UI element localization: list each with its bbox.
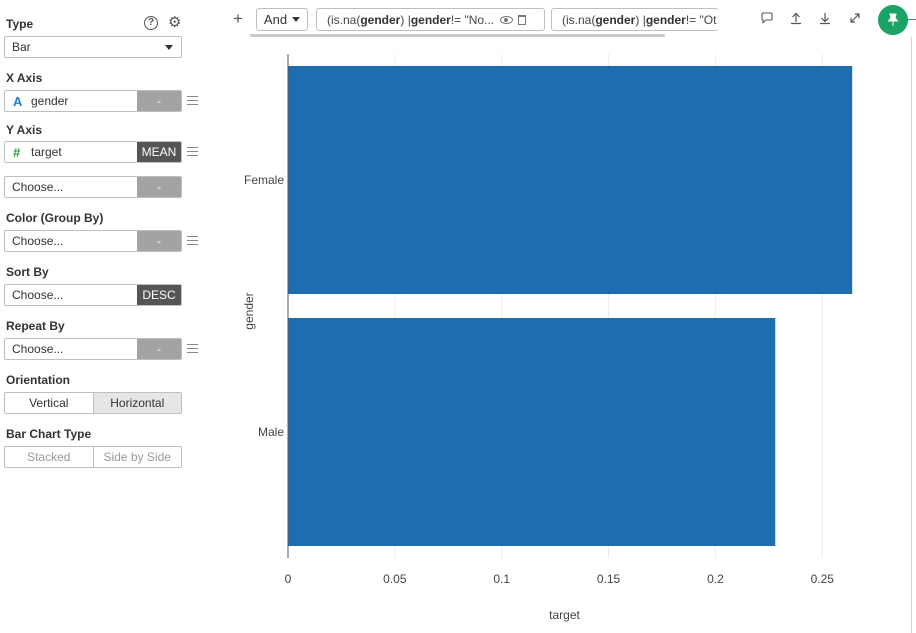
color-label: Color (Group By) — [6, 211, 104, 225]
color-field[interactable]: Choose... - — [4, 230, 182, 252]
add-filter-icon[interactable]: + — [233, 9, 243, 28]
repeat-aggregate-button[interactable]: - — [137, 339, 181, 359]
pin-icon[interactable] — [878, 5, 908, 35]
x-axis-column: gender — [31, 94, 69, 108]
filter-chip[interactable]: (is.na(gender) | gender != "No... — [316, 8, 545, 31]
x-axis-aggregate-button[interactable]: - — [137, 91, 181, 111]
text-type-icon: A — [13, 93, 23, 109]
x-axis-field[interactable]: A gender - — [4, 90, 182, 112]
x-tick-label: 0.2 — [707, 572, 724, 586]
bar-chart: Female Male 0 0.05 0.1 0.15 0.2 0.25 target ge… — [242, 54, 853, 622]
y-axis-label: Y Axis — [6, 123, 43, 137]
filter-chip-column: gender — [410, 12, 451, 27]
y-category-label: Male — [258, 425, 284, 439]
numeric-type-icon: # — [13, 144, 21, 160]
upload-icon[interactable] — [789, 11, 803, 28]
x-tick-labels: 0 0.05 0.1 0.15 0.2 0.25 — [285, 572, 835, 586]
chevron-down-icon — [292, 17, 301, 22]
color-menu-icon[interactable] — [187, 236, 198, 245]
x-tick-label: 0.25 — [811, 572, 835, 586]
filter-chip-prefix: (is.na( — [562, 12, 596, 27]
chart-type-select[interactable]: Bar — [4, 36, 182, 58]
bar-male[interactable] — [288, 318, 776, 546]
y-category-labels: Female Male — [244, 173, 284, 439]
eye-icon[interactable] — [500, 15, 514, 24]
y-axis-menu-icon[interactable] — [187, 147, 198, 156]
bar-chart-type-label: Bar Chart Type — [6, 427, 92, 441]
download-icon[interactable] — [818, 11, 832, 28]
filter-chip-column: gender — [645, 12, 686, 27]
y-axis-extra-value: Choose... — [12, 180, 64, 194]
y-axis-column: target — [31, 145, 62, 159]
orientation-toggle: Vertical Horizontal — [4, 392, 182, 414]
filter-chip-column: gender — [360, 12, 401, 27]
pin-connector — [907, 19, 916, 20]
chart-type-value: Bar — [12, 40, 31, 54]
gear-icon[interactable]: ⚙ — [168, 14, 182, 31]
chart-bars — [288, 66, 853, 546]
y-axis-title: gender — [242, 292, 256, 329]
sort-label: Sort By — [6, 265, 49, 279]
sort-value: Choose... — [12, 288, 64, 302]
chevron-down-icon — [165, 44, 173, 50]
filter-logic-value: And — [263, 12, 288, 27]
panel-divider — [911, 36, 912, 633]
x-axis-title: target — [549, 608, 580, 622]
side-by-side-button[interactable]: Side by Side — [92, 447, 182, 467]
sort-direction-button[interactable]: DESC — [137, 285, 181, 305]
filter-toolbar: + And (is.na(gender) | gender != "No... … — [225, 0, 916, 40]
trash-icon[interactable] — [518, 14, 527, 25]
y-axis-extra-aggregate-button[interactable]: - — [137, 177, 181, 197]
filter-chip-suffix: != "No... — [450, 12, 495, 27]
sort-field[interactable]: Choose... DESC — [4, 284, 182, 306]
x-axis-label: X Axis — [6, 71, 43, 85]
y-axis-field[interactable]: # target MEAN — [4, 141, 182, 163]
y-axis-extra-field[interactable]: Choose... - — [4, 176, 182, 198]
chart-settings-panel: Type ? ⚙ Bar X Axis A gender - Y Axis # … — [0, 0, 210, 633]
stacked-button[interactable]: Stacked — [27, 450, 71, 464]
y-category-label: Female — [244, 173, 284, 187]
repeat-field[interactable]: Choose... - — [4, 338, 182, 360]
x-tick-label: 0 — [285, 572, 292, 586]
repeat-label: Repeat By — [6, 319, 65, 333]
filter-chip-prefix: (is.na( — [327, 12, 361, 27]
color-aggregate-button[interactable]: - — [137, 231, 181, 251]
orientation-label: Orientation — [6, 373, 71, 387]
x-tick-label: 0.1 — [493, 572, 510, 586]
repeat-menu-icon[interactable] — [187, 344, 198, 353]
x-axis-menu-icon[interactable] — [187, 96, 198, 105]
bar-female[interactable] — [288, 66, 853, 294]
x-tick-label: 0.15 — [597, 572, 621, 586]
filter-chip-mid: ) | — [635, 12, 646, 27]
color-value: Choose... — [12, 234, 64, 248]
y-axis-aggregate-button[interactable]: MEAN — [137, 142, 181, 162]
orientation-horizontal-button[interactable]: Horizontal — [92, 393, 181, 413]
filter-chip-mid: ) | — [400, 12, 411, 27]
filter-chip-suffix: != "Ot — [685, 12, 717, 27]
comment-icon[interactable] — [760, 11, 774, 28]
repeat-value: Choose... — [12, 342, 64, 356]
filter-chip-column: gender — [595, 12, 636, 27]
expand-icon[interactable] — [848, 11, 862, 28]
filter-scrollbar[interactable] — [250, 34, 665, 37]
x-tick-label: 0.05 — [383, 572, 407, 586]
filter-chip[interactable]: (is.na(gender) | gender != "Ot — [551, 8, 719, 31]
help-icon[interactable]: ? — [144, 16, 158, 30]
type-label: Type — [6, 17, 34, 31]
bar-chart-type-toggle: Stacked Side by Side — [4, 446, 182, 468]
filter-logic-dropdown[interactable]: And — [256, 8, 308, 31]
orientation-vertical-button[interactable]: Vertical — [29, 396, 69, 410]
